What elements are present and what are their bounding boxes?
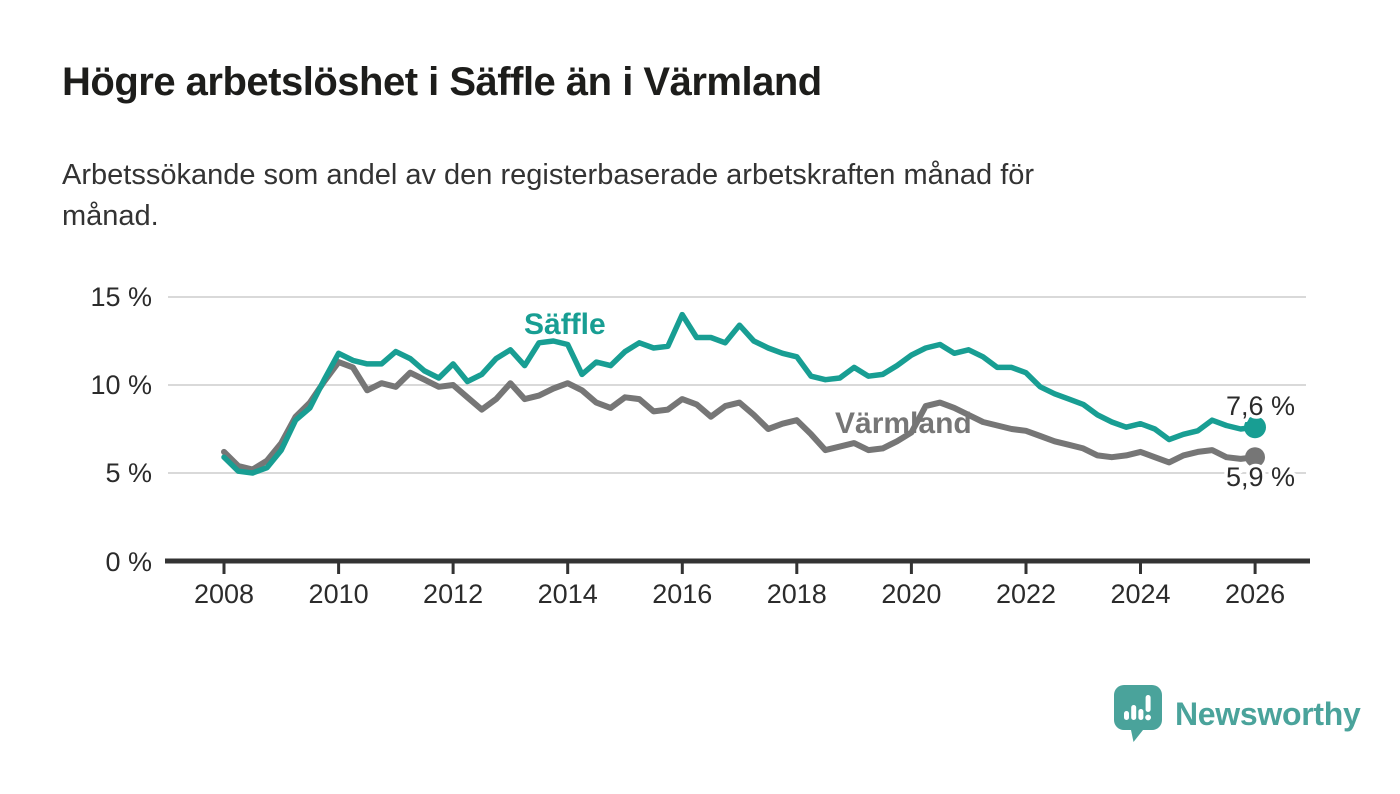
subtitle-line-2: månad. — [62, 200, 159, 232]
gridlines — [168, 296, 1306, 474]
varmland-end-dot — [1245, 447, 1265, 468]
logo-bar-chart-glyph — [1124, 695, 1151, 721]
x-tick-2020: 2020 — [881, 579, 941, 609]
x-tick-2018: 2018 — [767, 579, 827, 609]
y-tick-10: 10 % — [90, 370, 152, 400]
x-axis-labels: 2008 2010 2012 2014 2016 2018 2020 2022 … — [194, 579, 1285, 609]
varmland-series-label: Värmland — [835, 407, 972, 440]
x-tick-2008: 2008 — [194, 579, 254, 609]
newsworthy-logo: Newsworthy — [1113, 684, 1361, 744]
subtitle-line-1: Arbetssökande som andel av den registerb… — [62, 159, 1035, 191]
y-tick-5: 5 % — [105, 458, 152, 488]
newsworthy-logo-text: Newsworthy — [1175, 695, 1361, 732]
saffle-series-label: Säffle — [524, 308, 606, 341]
newsworthy-logo-icon — [1114, 685, 1162, 742]
x-tick-2022: 2022 — [996, 579, 1056, 609]
saffle-end-value-label: 7,6 % — [1226, 391, 1295, 421]
chart-subtitle: Arbetssökande som andel av den registerb… — [62, 155, 1034, 237]
x-tick-2012: 2012 — [423, 579, 483, 609]
varmland-line — [221, 359, 1258, 473]
y-tick-0: 0 % — [105, 547, 152, 577]
y-axis-labels: 15 % 10 % 5 % 0 % — [90, 282, 152, 577]
varmland-end-value-label: 5,9 % — [1226, 462, 1295, 492]
x-axis-ticks — [222, 561, 1257, 574]
saffle-line — [221, 311, 1258, 476]
x-tick-2016: 2016 — [652, 579, 712, 609]
x-tick-2010: 2010 — [309, 579, 369, 609]
x-tick-2024: 2024 — [1110, 579, 1170, 609]
y-tick-15: 15 % — [90, 282, 152, 312]
logo-bubble-shape — [1114, 685, 1162, 742]
x-tick-2026: 2026 — [1225, 579, 1285, 609]
x-tick-2014: 2014 — [538, 579, 598, 609]
page-title: Högre arbetslöshet i Säffle än i Värmlan… — [62, 60, 822, 104]
saffle-end-dot — [1244, 416, 1266, 439]
